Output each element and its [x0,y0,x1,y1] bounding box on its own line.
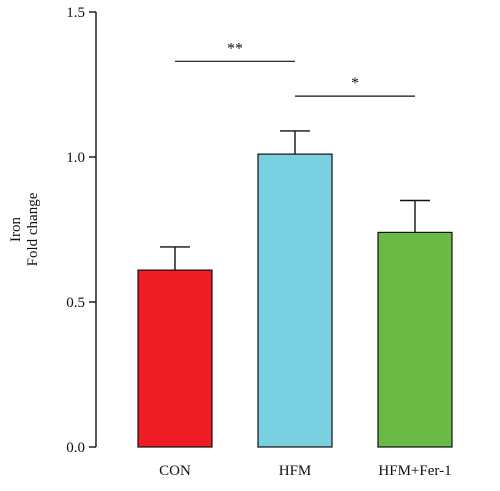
significance-annotations: *** [175,40,415,97]
significance-label: ** [227,40,243,57]
bar [257,153,333,448]
x-tick-label: HFM+Fer-1 [378,463,451,479]
bar [377,231,453,448]
y-tick-label: 1.5 [66,5,85,21]
bar [137,269,213,448]
x-tick-label: HFM [279,463,312,479]
y-axis-label: Iron [8,217,24,242]
x-tick-label: CON [159,463,191,479]
y-tick-label: 0.5 [66,295,85,311]
axes: 0.0 0.5 1.0 1.5 [66,5,97,456]
bars [137,153,453,448]
significance-label: * [351,75,359,92]
y-tick-label: 1.0 [66,150,85,166]
axis-labels: Iron Fold change CON HFM HFM+Fer-1 [8,192,452,479]
error-bars [160,130,430,271]
y-tick-label: 0.0 [66,440,85,456]
y-axis-label: Fold change [25,192,41,266]
